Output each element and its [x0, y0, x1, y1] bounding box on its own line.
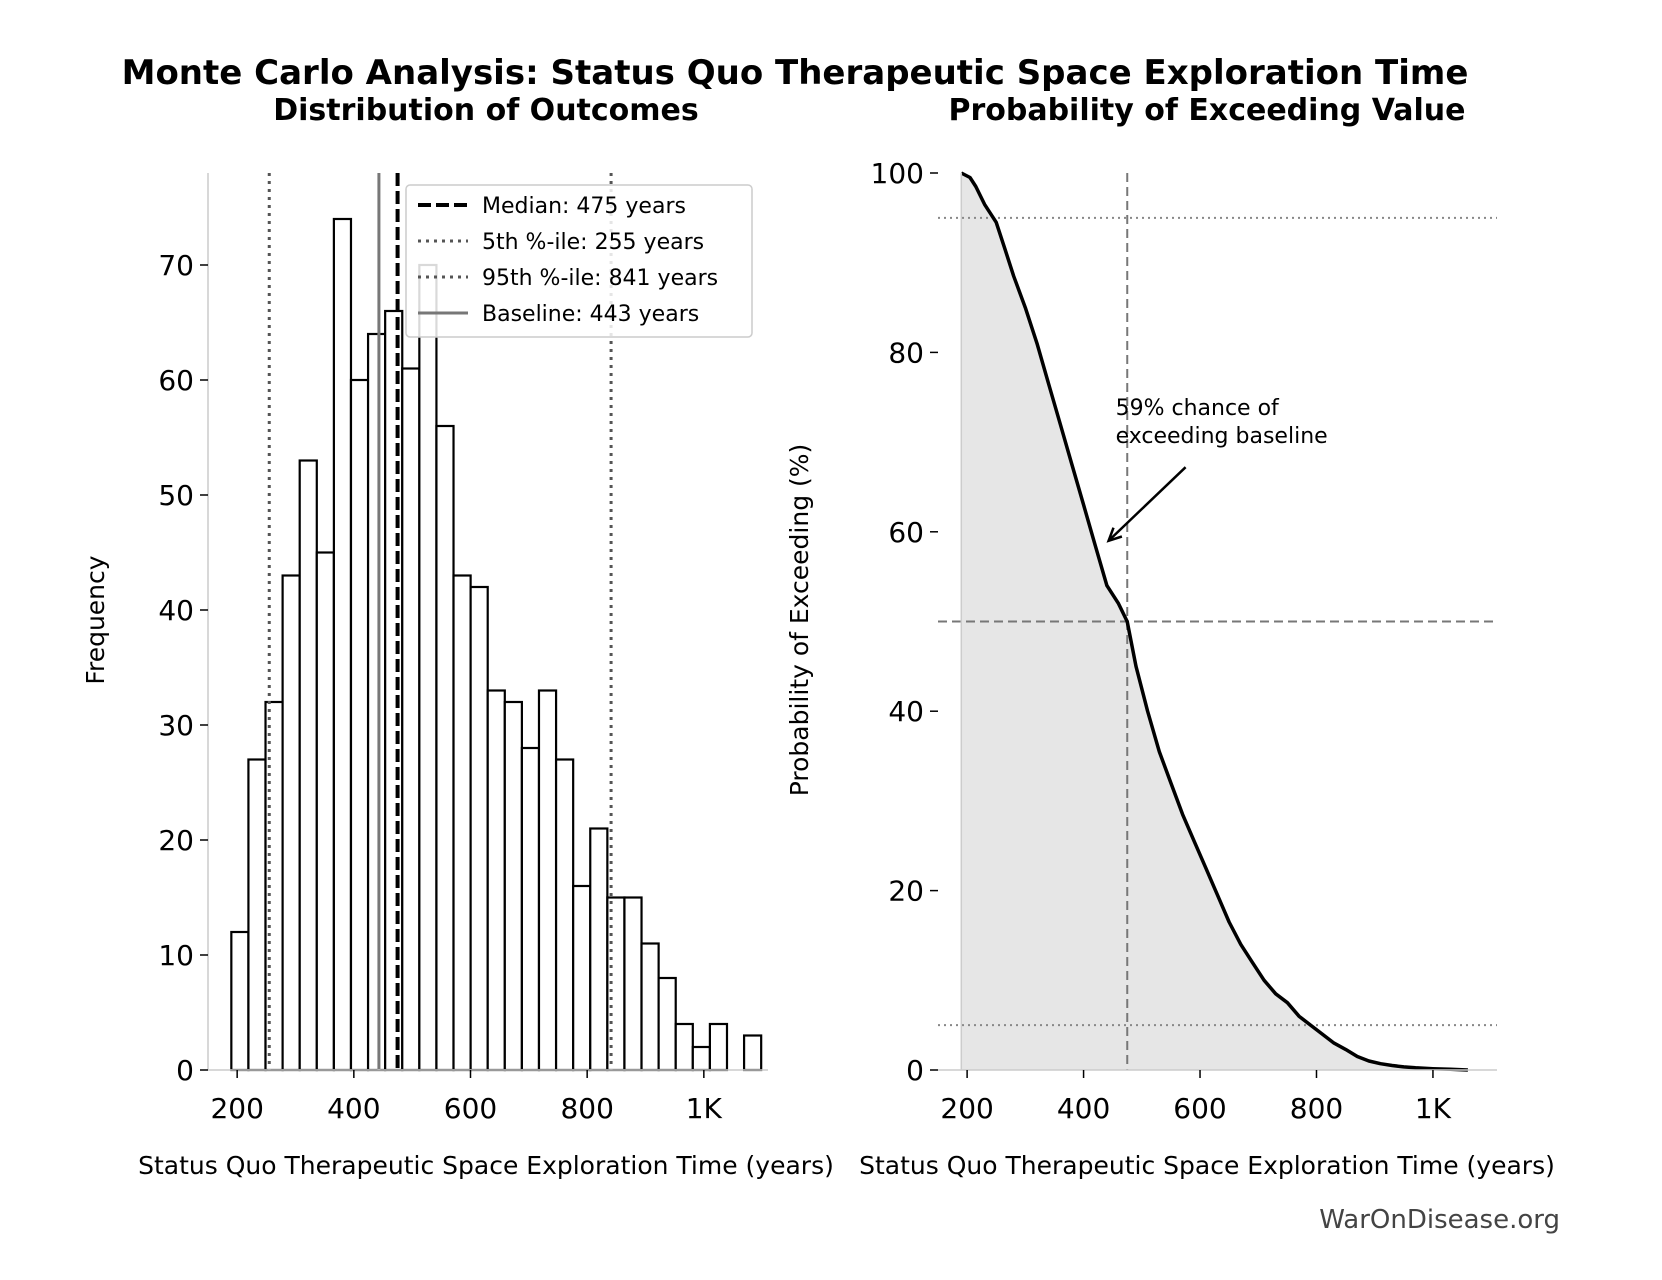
- histogram-bar: [452, 574, 472, 1072]
- histogram-bar: [349, 378, 370, 1072]
- exceedance-xtick-label: 600: [1173, 1092, 1226, 1125]
- histogram-xtick-label: 400: [327, 1092, 380, 1125]
- histogram-bar: [298, 459, 318, 1072]
- legend-label-baseline: Baseline: 443 years: [482, 302, 699, 327]
- annotation-arrow: [1107, 466, 1187, 542]
- exceedance-ytick-label: 20: [888, 875, 924, 908]
- histogram-bar: [554, 758, 575, 1072]
- histogram-bar: [230, 930, 250, 1072]
- histogram-title: Distribution of Outcomes: [273, 93, 699, 128]
- histogram-bar: [589, 827, 609, 1072]
- exceedance-ytick-label: 80: [888, 336, 924, 369]
- histogram-bar: [503, 700, 523, 1072]
- annotation-line-1: 59% chance of: [1116, 396, 1280, 421]
- histogram-ytick-label: 10: [158, 939, 194, 972]
- histogram-bar: [674, 1022, 694, 1072]
- exceedance-xtick-label: 400: [1057, 1092, 1110, 1125]
- histogram-bar: [691, 1045, 712, 1072]
- watermark: WarOnDisease.org: [1319, 1205, 1560, 1235]
- legend-label-p5: 5th %-ile: 255 years: [482, 230, 704, 255]
- histogram-bar: [623, 896, 643, 1072]
- histogram-axes: 0 10 20 30 40 50 60 70 200 400 600 800 1K: [158, 173, 768, 1125]
- histogram-xtick-label: 800: [560, 1092, 613, 1125]
- exceedance-panel: Probability of Exceeding Value 0 20 40 60 80…: [785, 93, 1555, 1180]
- histogram-bar: [520, 746, 541, 1072]
- histogram-bar: [435, 424, 455, 1072]
- exceedance-xtick-label: 200: [940, 1092, 993, 1125]
- histogram-panel: Distribution of Outcomes 0 10 20 30 40 50 60 70…: [81, 93, 834, 1180]
- histogram-ytick-label: 50: [158, 479, 194, 512]
- histogram-ytick-label: 30: [158, 709, 194, 742]
- histogram-ytick-label: 40: [158, 594, 194, 627]
- histogram-bar: [640, 942, 660, 1072]
- histogram-ylabel: Frequency: [81, 555, 110, 684]
- histogram-bar: [657, 976, 677, 1072]
- annotation-arrowhead: [1106, 527, 1123, 543]
- legend: Median: 475 years 5th %-ile: 255 years 9…: [405, 184, 753, 338]
- legend-label-p95: 95th %-ile: 841 years: [482, 266, 718, 291]
- histogram-reference-lines: [267, 173, 613, 1070]
- exceedance-xtick-label: 1K: [1415, 1092, 1452, 1125]
- histogram-bar: [281, 574, 301, 1072]
- exceedance-ylabel: Probability of Exceeding (%): [785, 444, 814, 797]
- histogram-bar: [315, 551, 335, 1072]
- histogram-ytick-label: 0: [176, 1054, 194, 1087]
- annotation: 59% chance of exceeding baseline: [1106, 396, 1328, 543]
- exceedance-axes: 0 20 40 60 80 100 200 400 600 800 1K: [871, 157, 1497, 1125]
- exceedance-xlabel: Status Quo Therapeutic Space Exploration…: [859, 1151, 1555, 1180]
- exceedance-curve: [960, 171, 1468, 1072]
- exceedance-ytick-label: 40: [888, 695, 924, 728]
- exceedance-ytick-label: 100: [871, 157, 924, 190]
- figure-title: Monte Carlo Analysis: Status Quo Therape…: [122, 53, 1469, 93]
- histogram-bar: [708, 1022, 729, 1072]
- exceedance-area: [961, 173, 1468, 1070]
- histogram-bar: [366, 332, 387, 1072]
- histogram-ytick-label: 20: [158, 824, 194, 857]
- histogram-bar: [384, 309, 404, 1072]
- exceedance-xtick-label: 800: [1290, 1092, 1343, 1125]
- histogram-ytick-label: 60: [158, 364, 194, 397]
- histogram-bar: [418, 263, 438, 1072]
- annotation-line-2: exceeding baseline: [1116, 424, 1328, 449]
- histogram-ytick-label: 70: [158, 249, 194, 282]
- histogram-bar: [247, 758, 267, 1072]
- histogram-xtick-label: 600: [444, 1092, 497, 1125]
- histogram-bar: [332, 217, 353, 1072]
- histogram-bar: [742, 1034, 763, 1072]
- histogram-xlabel: Status Quo Therapeutic Space Exploration…: [138, 1151, 834, 1180]
- histogram-bar: [572, 884, 592, 1072]
- histogram-xtick-label: 1K: [686, 1092, 723, 1125]
- exceedance-ytick-label: 0: [906, 1054, 924, 1087]
- exceedance-ytick-label: 60: [888, 516, 924, 549]
- histogram-bar: [537, 689, 558, 1072]
- legend-frame: [405, 184, 753, 338]
- histogram-bar: [469, 585, 489, 1072]
- histogram-bar: [486, 689, 506, 1072]
- histogram-bars: [230, 217, 763, 1072]
- exceedance-title: Probability of Exceeding Value: [948, 93, 1465, 128]
- histogram-bar: [401, 367, 421, 1072]
- legend-label-median: Median: 475 years: [482, 194, 686, 219]
- histogram-xtick-label: 200: [210, 1092, 263, 1125]
